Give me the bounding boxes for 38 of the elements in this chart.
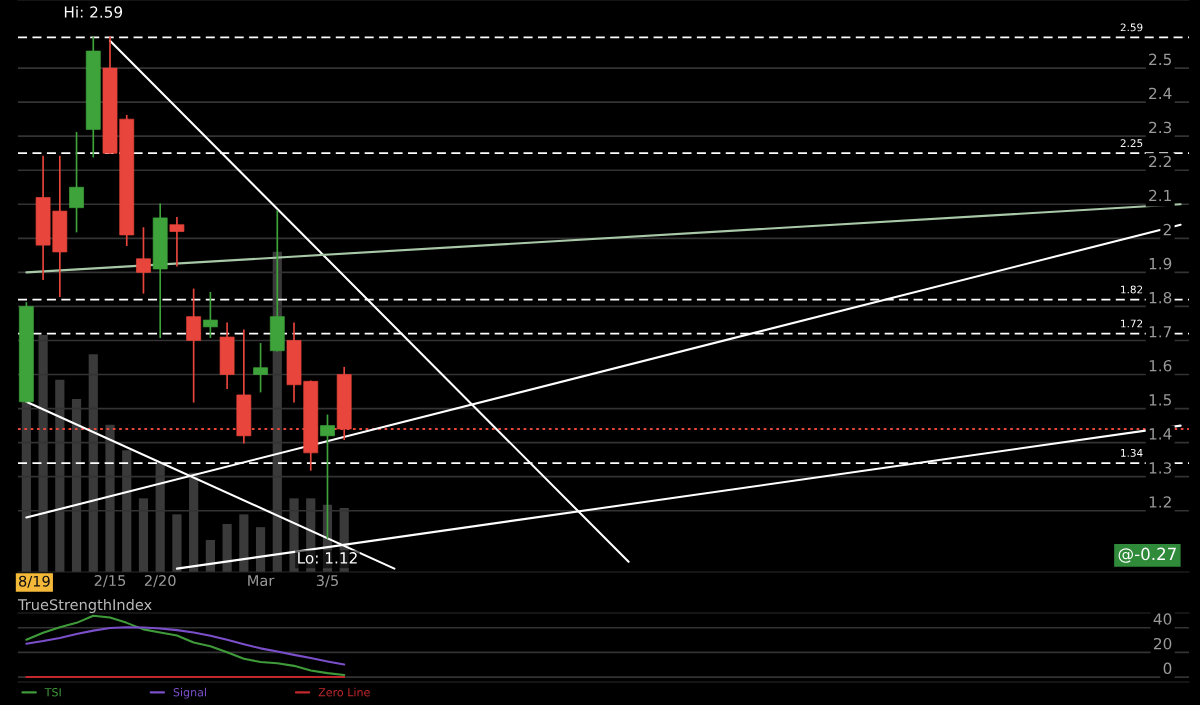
annotation: Hi: 2.59 [64, 6, 123, 18]
ref-line-label: 2.59 [1120, 23, 1143, 32]
y-tick-label: 1.8 [1149, 291, 1172, 304]
y-tick-label: 2.2 [1149, 155, 1171, 168]
legend-label: TSI [44, 688, 61, 697]
y-tick-label: 2 [1163, 223, 1171, 236]
y-tick-label: 2.4 [1149, 87, 1172, 99]
legend-label: Zero Line [318, 687, 370, 697]
annotation: @-0.27 [1118, 547, 1176, 563]
y-tick-label: 2.1 [1149, 189, 1171, 202]
bar [255, 527, 266, 572]
bar [239, 514, 249, 572]
y-tick-label: 1.3 [1149, 462, 1172, 474]
legend-label: Signal [173, 687, 206, 699]
x-tick-label: 2/15 [94, 575, 126, 588]
x-tick-label: Mar [248, 575, 275, 587]
bar [222, 523, 232, 572]
ref-line-label: 1.72 [1121, 319, 1143, 328]
y-tick-label: 2.5 [1149, 53, 1171, 66]
y-tick-label: 1.9 [1149, 257, 1172, 270]
y-tick-label: 1.4 [1149, 428, 1172, 440]
y-tick-label: 40 [1153, 613, 1172, 625]
y-tick-label: 0 [1163, 662, 1172, 675]
y-tick-label: 1.6 [1149, 360, 1172, 372]
chart-title: TrueStrengthIndex [17, 598, 152, 613]
y-tick-label: 1.2 [1149, 496, 1171, 508]
y-tick-label: 2.3 [1149, 121, 1172, 134]
x-tick-label: 3/5 [316, 575, 338, 588]
x-tick-label: 2/20 [144, 575, 176, 588]
y-tick-label: 1.7 [1149, 326, 1172, 338]
ref-line-label: 1.82 [1121, 285, 1143, 294]
ref-line-label: 2.25 [1120, 139, 1143, 148]
text: 8/19 [18, 575, 50, 588]
annotation: Lo: 1.12 [298, 552, 357, 564]
ref-line-label: 1.34 [1121, 448, 1143, 457]
bar [172, 514, 182, 572]
y-tick-label: 1.5 [1149, 394, 1171, 406]
y-tick-label: 20 [1154, 637, 1172, 650]
